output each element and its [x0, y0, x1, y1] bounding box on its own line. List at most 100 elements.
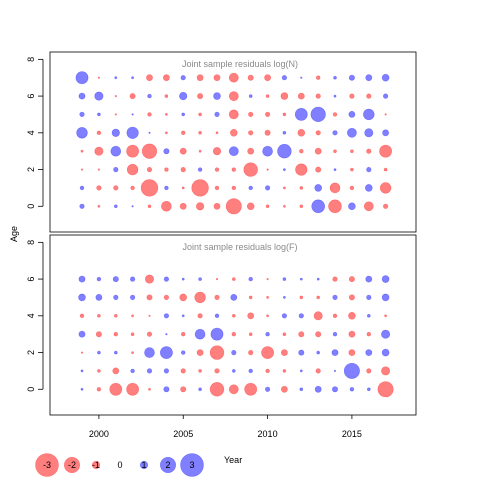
bubble	[148, 131, 151, 134]
bubble	[214, 111, 220, 117]
bubble	[299, 295, 304, 300]
bubble	[147, 204, 152, 209]
legend-label: -3	[43, 460, 51, 470]
legend-bubble	[91, 460, 101, 470]
x-axis: 2000 2005 2010 2015	[89, 415, 362, 439]
bubble	[146, 74, 153, 82]
bubble	[366, 167, 372, 173]
bubble	[298, 331, 305, 338]
legend-bubble	[139, 460, 149, 470]
bubble	[181, 130, 186, 136]
bubble	[332, 294, 338, 301]
bubble	[179, 91, 188, 101]
bubble	[197, 167, 203, 172]
bubble	[282, 112, 287, 117]
bubble	[381, 329, 391, 339]
bubble	[366, 148, 372, 154]
bubble	[349, 185, 355, 191]
bubble	[228, 91, 239, 101]
bubble	[163, 368, 169, 374]
bubble	[112, 367, 120, 375]
bubble	[228, 146, 239, 157]
bubble	[264, 74, 271, 82]
bubble	[282, 204, 286, 208]
bubble	[248, 332, 253, 337]
legend-label: 3	[189, 460, 194, 470]
bubble	[161, 201, 172, 212]
bubble	[265, 386, 271, 392]
bubble	[146, 294, 153, 301]
bubble	[348, 74, 355, 81]
legend: -3 -2 -1 0 1 2 3	[35, 453, 204, 477]
bubble	[384, 113, 387, 116]
bubble	[97, 204, 101, 208]
bubble	[97, 76, 100, 79]
bubble	[266, 168, 269, 171]
bubble	[261, 346, 274, 359]
bubble	[316, 277, 320, 281]
bubble	[214, 167, 220, 172]
bubble	[381, 366, 391, 376]
bubble	[163, 148, 170, 155]
bubble	[366, 368, 372, 374]
bubble	[350, 149, 354, 153]
bubble	[282, 369, 287, 373]
bubble	[366, 294, 372, 301]
legend-bubble	[160, 456, 177, 473]
bubble	[246, 202, 255, 211]
bubble	[331, 349, 339, 356]
bubble	[126, 382, 140, 396]
bubble	[332, 276, 338, 282]
bubble	[248, 130, 254, 136]
bubble	[381, 73, 390, 82]
bubble	[180, 368, 186, 374]
bubble	[198, 369, 202, 373]
bubble	[232, 369, 236, 373]
bubble	[181, 277, 185, 281]
bubble	[265, 111, 271, 117]
bubble	[163, 276, 169, 282]
bubble	[315, 93, 321, 99]
bubble	[247, 147, 255, 155]
bubble	[130, 332, 135, 337]
bubble	[198, 149, 202, 153]
bubble	[165, 333, 168, 336]
legend-label: -1	[92, 460, 100, 470]
bubble	[262, 145, 273, 157]
y-axis: 0 2 4 6 8	[26, 240, 44, 392]
bubble	[332, 332, 338, 337]
bubble	[348, 349, 356, 356]
bubble	[248, 276, 253, 282]
bubble	[130, 185, 135, 191]
bubble	[384, 314, 388, 318]
bubble	[230, 293, 238, 301]
y-tick-label: 6	[26, 94, 36, 99]
bubble	[141, 143, 158, 159]
bubble	[180, 167, 186, 173]
bubble	[295, 163, 308, 176]
bubble	[214, 368, 220, 374]
bubble	[198, 387, 202, 392]
bubble	[381, 348, 390, 357]
bubble	[162, 74, 170, 82]
bubble	[215, 131, 219, 135]
bubble	[299, 369, 303, 373]
bubble	[282, 131, 287, 135]
bubble	[145, 274, 155, 284]
bubble	[377, 381, 394, 398]
panel-frame	[49, 234, 417, 416]
bubble	[231, 185, 237, 191]
bubble	[366, 93, 372, 99]
bubble	[96, 130, 102, 136]
bubble	[329, 182, 341, 194]
panel-log-f: Joint sample residuals log(F) 0 2 4 6 8	[26, 234, 417, 416]
bubble	[79, 203, 85, 209]
bubble	[315, 331, 322, 338]
bubble	[97, 369, 101, 373]
bubble	[213, 74, 221, 82]
x-tick-label: 2000	[89, 429, 109, 439]
bubble	[80, 369, 84, 373]
bubble	[80, 351, 84, 354]
bubble	[349, 387, 355, 392]
panel-title: Joint sample residuals log(F)	[182, 242, 297, 252]
